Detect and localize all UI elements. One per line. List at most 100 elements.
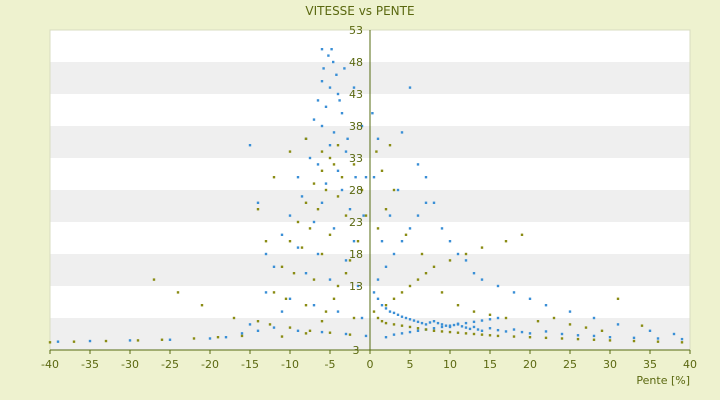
- data-point: [424, 272, 428, 275]
- data-point: [584, 326, 588, 329]
- y-tick-label: 13: [349, 280, 363, 293]
- x-tick-label: 35: [643, 358, 657, 371]
- data-point: [496, 334, 500, 338]
- data-point: [316, 252, 320, 256]
- y-tick-labels: 3 13 18 23 28 33 38 43 48 53: [349, 24, 363, 357]
- data-point: [448, 325, 452, 329]
- data-point: [152, 278, 156, 281]
- data-point: [322, 67, 325, 70]
- data-point: [320, 320, 324, 323]
- data-point: [304, 332, 308, 335]
- data-point: [352, 163, 356, 166]
- data-point: [340, 112, 344, 115]
- data-point: [444, 324, 448, 327]
- data-point: [404, 316, 408, 320]
- data-point: [372, 176, 376, 179]
- data-point: [456, 323, 460, 326]
- data-point: [356, 284, 360, 288]
- data-point: [192, 337, 196, 340]
- data-point: [448, 330, 452, 334]
- data-point: [324, 188, 328, 192]
- x-tick-labels: -40 -35 -30 -25 -20 -15 -10 -5 0 5 10 15 20 25 30 35 40: [41, 350, 697, 371]
- data-point: [408, 86, 412, 89]
- data-point: [336, 144, 340, 147]
- data-point: [72, 340, 76, 343]
- data-point: [416, 329, 420, 332]
- data-point: [424, 176, 428, 179]
- data-point: [292, 272, 296, 275]
- data-point: [436, 321, 440, 325]
- data-point: [272, 326, 276, 329]
- data-point: [672, 332, 676, 336]
- data-point: [344, 332, 348, 336]
- data-point: [416, 214, 420, 217]
- data-point: [544, 304, 548, 307]
- y-tick-label: 43: [349, 88, 363, 101]
- data-point: [536, 320, 540, 323]
- data-point: [464, 332, 468, 335]
- data-point: [296, 176, 300, 179]
- data-point: [440, 323, 444, 326]
- data-point: [280, 335, 284, 338]
- x-tick-label: -5: [325, 358, 336, 371]
- data-point: [328, 233, 332, 236]
- y-tick-label: 23: [349, 216, 363, 229]
- data-point: [360, 316, 364, 320]
- data-point: [648, 329, 652, 332]
- data-point: [330, 48, 333, 51]
- data-point: [348, 208, 352, 211]
- data-point: [616, 297, 620, 300]
- data-point: [424, 201, 428, 204]
- data-point: [336, 169, 340, 172]
- x-tick-label: 30: [603, 358, 617, 371]
- data-point: [336, 195, 340, 198]
- data-point: [400, 332, 404, 335]
- data-point: [592, 338, 596, 341]
- data-point: [480, 329, 484, 332]
- x-tick-label: -40: [41, 358, 59, 371]
- data-point: [512, 335, 516, 338]
- x-tick-label: 15: [483, 358, 497, 371]
- data-point: [272, 176, 276, 179]
- data-point: [392, 311, 396, 315]
- data-point: [392, 333, 396, 336]
- data-point: [420, 252, 424, 256]
- data-point: [496, 316, 500, 320]
- data-point: [216, 336, 220, 339]
- x-axis-label: Pente [%]: [636, 374, 690, 387]
- y-tick-label: 3: [353, 344, 360, 357]
- data-point: [420, 321, 424, 325]
- data-point: [344, 272, 348, 275]
- data-point: [364, 214, 368, 217]
- data-point: [432, 201, 436, 204]
- data-point: [208, 337, 212, 340]
- data-point: [408, 284, 412, 288]
- data-point: [296, 220, 300, 224]
- x-tick-label: 20: [523, 358, 537, 371]
- data-point: [384, 307, 388, 310]
- data-point: [432, 327, 436, 330]
- data-point: [288, 326, 292, 329]
- data-point: [104, 339, 108, 343]
- data-point: [240, 334, 244, 338]
- data-point: [272, 265, 276, 268]
- data-point: [476, 328, 480, 331]
- data-point: [412, 319, 416, 322]
- data-point: [328, 86, 332, 89]
- data-point: [136, 339, 140, 342]
- data-point: [375, 150, 378, 153]
- data-point: [448, 240, 452, 243]
- data-point: [400, 240, 404, 243]
- y-tick-label: 28: [349, 184, 363, 197]
- data-point: [528, 336, 532, 339]
- chart-title: VITESSE vs PENTE: [305, 4, 414, 18]
- data-point: [328, 278, 332, 281]
- data-point: [352, 240, 356, 243]
- data-point: [544, 330, 548, 333]
- data-point: [512, 291, 516, 294]
- data-point: [88, 339, 92, 343]
- data-point: [288, 150, 292, 153]
- data-point: [592, 334, 596, 338]
- data-point: [360, 124, 364, 128]
- data-point: [340, 188, 344, 192]
